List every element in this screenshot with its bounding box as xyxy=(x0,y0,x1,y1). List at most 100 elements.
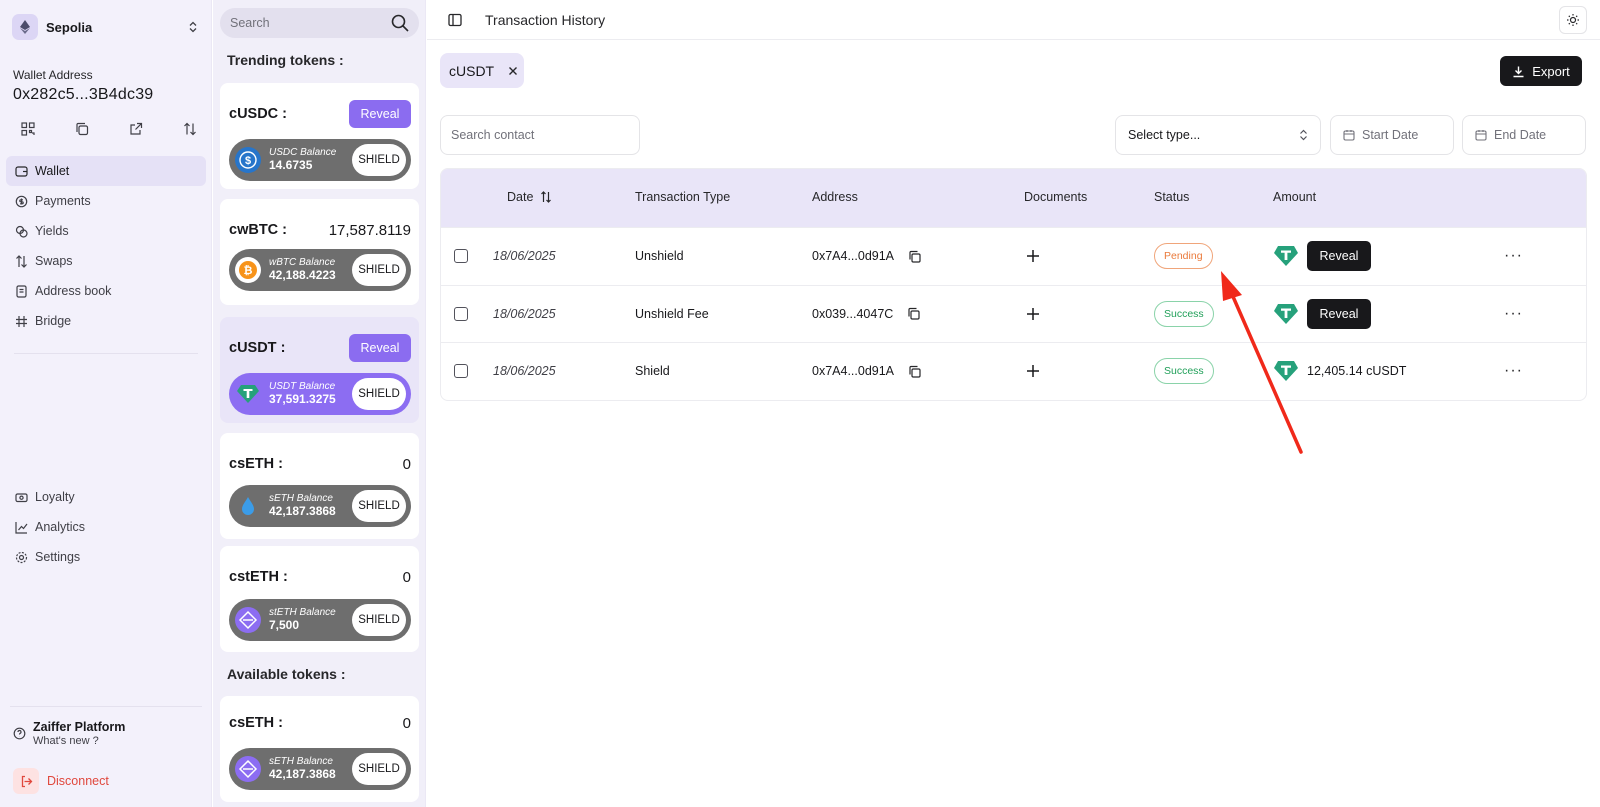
sort-icon xyxy=(540,191,552,203)
add-document-icon[interactable] xyxy=(1026,307,1040,321)
token-search-input[interactable] xyxy=(230,16,380,30)
transfer-arrows-icon[interactable] xyxy=(181,120,199,138)
search-contact-input[interactable] xyxy=(440,115,640,155)
row-date: 18/06/2025 xyxy=(493,364,556,379)
address-book-icon xyxy=(14,284,28,298)
token-balance-pill: stETH Balance 7,500 SHIELD xyxy=(229,599,411,641)
token-card-cseth: csETH : 0 sETH Balance 42,187.3868 SHIEL… xyxy=(220,433,419,539)
sidebar-item-bridge[interactable]: Bridge xyxy=(6,306,206,336)
sidebar-item-payments[interactable]: Payments xyxy=(6,186,206,216)
logout-icon xyxy=(13,768,39,794)
column-transaction-type: Transaction Type xyxy=(635,190,731,204)
chevron-up-down-icon xyxy=(1299,129,1308,141)
search-icon[interactable] xyxy=(391,14,409,32)
balance-amount: 14.6735 xyxy=(269,157,313,172)
sidebar-toggle-icon[interactable] xyxy=(447,12,463,28)
wallet-address: 0x282c5...3B4dc39 xyxy=(13,86,154,103)
row-checkbox[interactable] xyxy=(454,249,468,264)
sidebar-item-address-book[interactable]: Address book xyxy=(6,276,206,306)
network-name: Sepolia xyxy=(46,19,93,35)
token-name: csETH : xyxy=(229,715,283,731)
sidebar: Sepolia Wallet Address 0x282c5...3B4dc39… xyxy=(0,0,212,807)
reveal-button[interactable]: Reveal xyxy=(349,334,411,362)
usdc-icon: $ xyxy=(235,147,261,173)
loyalty-icon xyxy=(14,490,28,504)
sidebar-item-label: Address book xyxy=(35,284,112,298)
chevron-up-down-icon xyxy=(188,21,198,33)
sidebar-item-wallet[interactable]: Wallet xyxy=(6,156,206,186)
sidebar-item-swaps[interactable]: Swaps xyxy=(6,246,206,276)
sidebar-item-yields[interactable]: Yields xyxy=(6,216,206,246)
network-switcher[interactable]: Sepolia xyxy=(12,12,204,42)
swap-icon xyxy=(14,254,28,268)
shield-button[interactable]: SHIELD xyxy=(352,144,406,176)
shield-button[interactable]: SHIELD xyxy=(352,378,406,410)
type-select[interactable]: Select type... xyxy=(1115,115,1321,155)
tether-icon xyxy=(1273,303,1299,325)
more-options-icon[interactable]: ··· xyxy=(1504,304,1523,322)
status-badge: Success xyxy=(1154,358,1214,385)
token-value: 17,587.8119 xyxy=(328,221,411,239)
copy-icon[interactable] xyxy=(73,120,91,138)
add-document-icon[interactable] xyxy=(1026,364,1040,378)
sidebar-item-settings[interactable]: Settings xyxy=(6,542,206,572)
whats-new-link[interactable]: Zaiffer Platform What's new ? xyxy=(13,720,125,747)
ethereum-icon xyxy=(12,14,38,40)
svg-text:$: $ xyxy=(245,155,251,167)
row-address: 0x039...4047C xyxy=(812,306,894,321)
disconnect-button[interactable]: Disconnect xyxy=(13,768,109,794)
close-icon[interactable] xyxy=(508,66,518,76)
column-date[interactable]: Date xyxy=(507,190,552,204)
add-document-icon[interactable] xyxy=(1026,249,1040,263)
copy-icon[interactable] xyxy=(907,307,920,320)
shield-button[interactable]: SHIELD xyxy=(352,254,406,286)
whats-new-label: What's new ? xyxy=(33,735,99,747)
reveal-amount-button[interactable]: Reveal xyxy=(1307,298,1371,329)
sidebar-nav-top: Wallet Payments Yields Swaps Address boo… xyxy=(6,156,206,336)
balance-label: USDC Balance xyxy=(269,147,337,159)
shield-button[interactable]: SHIELD xyxy=(352,490,406,522)
external-link-icon[interactable] xyxy=(127,120,145,138)
row-checkbox[interactable] xyxy=(454,306,468,321)
copy-icon[interactable] xyxy=(908,250,921,263)
token-card-cusdt[interactable]: cUSDT : Reveal USDT Balance 37,591.3275 … xyxy=(220,317,419,423)
shield-button[interactable]: SHIELD xyxy=(352,604,406,636)
page-title: Transaction History xyxy=(485,11,606,28)
calendar-icon xyxy=(1343,129,1355,141)
token-balance-pill: sETH Balance 42,187.3868 SHIELD xyxy=(229,485,411,527)
qr-code-icon[interactable] xyxy=(19,120,37,138)
column-amount: Amount xyxy=(1273,190,1317,204)
sidebar-item-label: Settings xyxy=(35,550,81,564)
row-checkbox[interactable] xyxy=(454,364,468,379)
help-circle-icon xyxy=(13,727,26,740)
token-value: 0 xyxy=(402,455,411,473)
sidebar-nav-bottom: Loyalty Analytics Settings xyxy=(6,482,206,572)
table-row: 18/06/2025 Unshield 0x7A4...0d91A Pendin… xyxy=(441,227,1586,285)
token-card-csteth: cstETH : 0 stETH Balance 7,500 SHIELD xyxy=(220,546,419,652)
sidebar-item-analytics[interactable]: Analytics xyxy=(6,512,206,542)
theme-toggle-button[interactable] xyxy=(1559,6,1587,34)
balance-amount: 7,500 xyxy=(269,617,300,632)
reveal-amount-button[interactable]: Reveal xyxy=(1307,241,1371,272)
token-name: cUSDT : xyxy=(229,340,286,356)
start-date-picker[interactable]: Start Date xyxy=(1330,115,1454,155)
more-options-icon[interactable]: ··· xyxy=(1504,362,1523,380)
end-date-picker[interactable]: End Date xyxy=(1462,115,1586,155)
shield-button[interactable]: SHIELD xyxy=(352,753,406,785)
token-name: cwBTC : xyxy=(229,222,287,238)
svg-text:₿: ₿ xyxy=(244,265,253,277)
sidebar-item-loyalty[interactable]: Loyalty xyxy=(6,482,206,512)
steth-icon xyxy=(235,607,261,633)
reveal-button[interactable]: Reveal xyxy=(349,100,411,128)
export-button[interactable]: Export xyxy=(1500,56,1582,86)
start-date-label: Start Date xyxy=(1362,128,1419,142)
balance-amount: 37,591.3275 xyxy=(269,391,336,406)
status-badge: Pending xyxy=(1154,243,1213,270)
balance-label: USDT Balance xyxy=(269,381,336,393)
filter-chip-cusdt: cUSDT xyxy=(440,53,524,88)
row-amount: 12,405.14 cUSDT xyxy=(1307,364,1407,379)
status-badge: Success xyxy=(1154,300,1214,327)
more-options-icon[interactable]: ··· xyxy=(1504,247,1523,265)
copy-icon[interactable] xyxy=(908,365,921,378)
wallet-icon xyxy=(14,164,28,178)
